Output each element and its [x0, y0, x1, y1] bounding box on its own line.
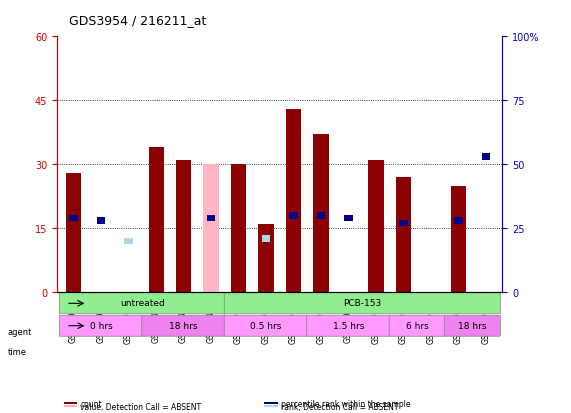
Text: PCB-153: PCB-153 [343, 299, 381, 308]
Text: 18 hrs: 18 hrs [458, 321, 486, 330]
FancyBboxPatch shape [142, 316, 226, 337]
Bar [207, 215, 215, 222]
Text: 1.5 hrs: 1.5 hrs [333, 321, 364, 330]
Bar [203, 165, 219, 292]
Bar [97, 218, 105, 224]
Bar [482, 154, 490, 160]
Bar [262, 236, 270, 242]
FancyBboxPatch shape [224, 293, 500, 314]
Bar [70, 215, 78, 222]
Bar [286, 109, 301, 292]
Bar [368, 161, 384, 292]
Bar [396, 178, 411, 292]
Text: 0.5 hrs: 0.5 hrs [250, 321, 282, 330]
Text: 0 hrs: 0 hrs [90, 321, 112, 330]
Bar [259, 224, 274, 292]
Bar [399, 220, 408, 227]
Bar [148, 148, 164, 292]
Bar [66, 173, 81, 292]
Text: percentile rank within the sample: percentile rank within the sample [281, 399, 410, 408]
FancyBboxPatch shape [444, 316, 500, 337]
Bar [264, 402, 278, 404]
Text: 6 hrs: 6 hrs [406, 321, 429, 330]
Bar [455, 218, 463, 224]
Bar [451, 186, 466, 292]
Text: agent: agent [7, 327, 32, 336]
FancyBboxPatch shape [307, 316, 391, 337]
Bar [264, 405, 278, 408]
Text: count: count [81, 399, 102, 408]
Bar [289, 213, 297, 219]
FancyBboxPatch shape [59, 293, 226, 314]
FancyBboxPatch shape [59, 316, 143, 337]
Text: value, Detection Call = ABSENT: value, Detection Call = ABSENT [81, 402, 202, 411]
Bar [344, 215, 353, 222]
Bar [64, 405, 77, 408]
Bar [317, 213, 325, 219]
FancyBboxPatch shape [389, 316, 445, 337]
FancyBboxPatch shape [224, 316, 308, 337]
Bar [64, 402, 77, 404]
Text: untreated: untreated [120, 299, 164, 308]
Bar [124, 238, 132, 244]
Text: GDS3954 / 216211_at: GDS3954 / 216211_at [69, 14, 206, 27]
Text: rank, Detection Call = ABSENT: rank, Detection Call = ABSENT [281, 402, 398, 411]
Text: 18 hrs: 18 hrs [170, 321, 198, 330]
Bar [231, 165, 246, 292]
Bar [313, 135, 328, 292]
Bar [176, 161, 191, 292]
Text: time: time [7, 347, 26, 356]
